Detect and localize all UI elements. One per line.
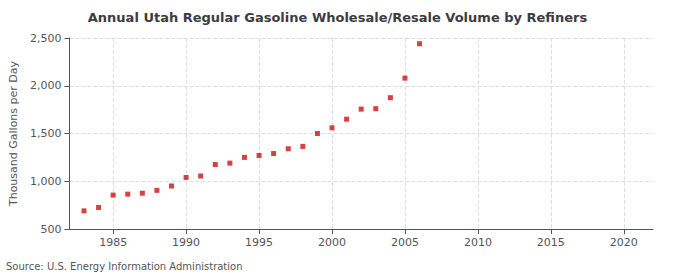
svg-text:2,500: 2,500 — [30, 32, 62, 45]
svg-text:2015: 2015 — [537, 236, 565, 249]
svg-text:2005: 2005 — [391, 236, 419, 249]
svg-text:Source: U.S. Energy Informatio: Source: U.S. Energy Information Administ… — [6, 261, 243, 272]
svg-text:2020: 2020 — [610, 236, 638, 249]
svg-text:2,000: 2,000 — [30, 79, 62, 92]
svg-text:Annual Utah Regular Gasoline W: Annual Utah Regular Gasoline Wholesale/R… — [88, 10, 588, 25]
svg-text:1,000: 1,000 — [30, 175, 62, 188]
svg-text:1985: 1985 — [99, 236, 127, 249]
svg-text:1995: 1995 — [245, 236, 273, 249]
svg-text:500: 500 — [40, 223, 61, 236]
svg-text:2000: 2000 — [318, 236, 346, 249]
svg-text:2010: 2010 — [464, 236, 492, 249]
svg-text:1,500: 1,500 — [30, 127, 62, 140]
svg-text:Thousand Gallons per Day: Thousand Gallons per Day — [7, 60, 20, 207]
svg-text:1990: 1990 — [172, 236, 200, 249]
